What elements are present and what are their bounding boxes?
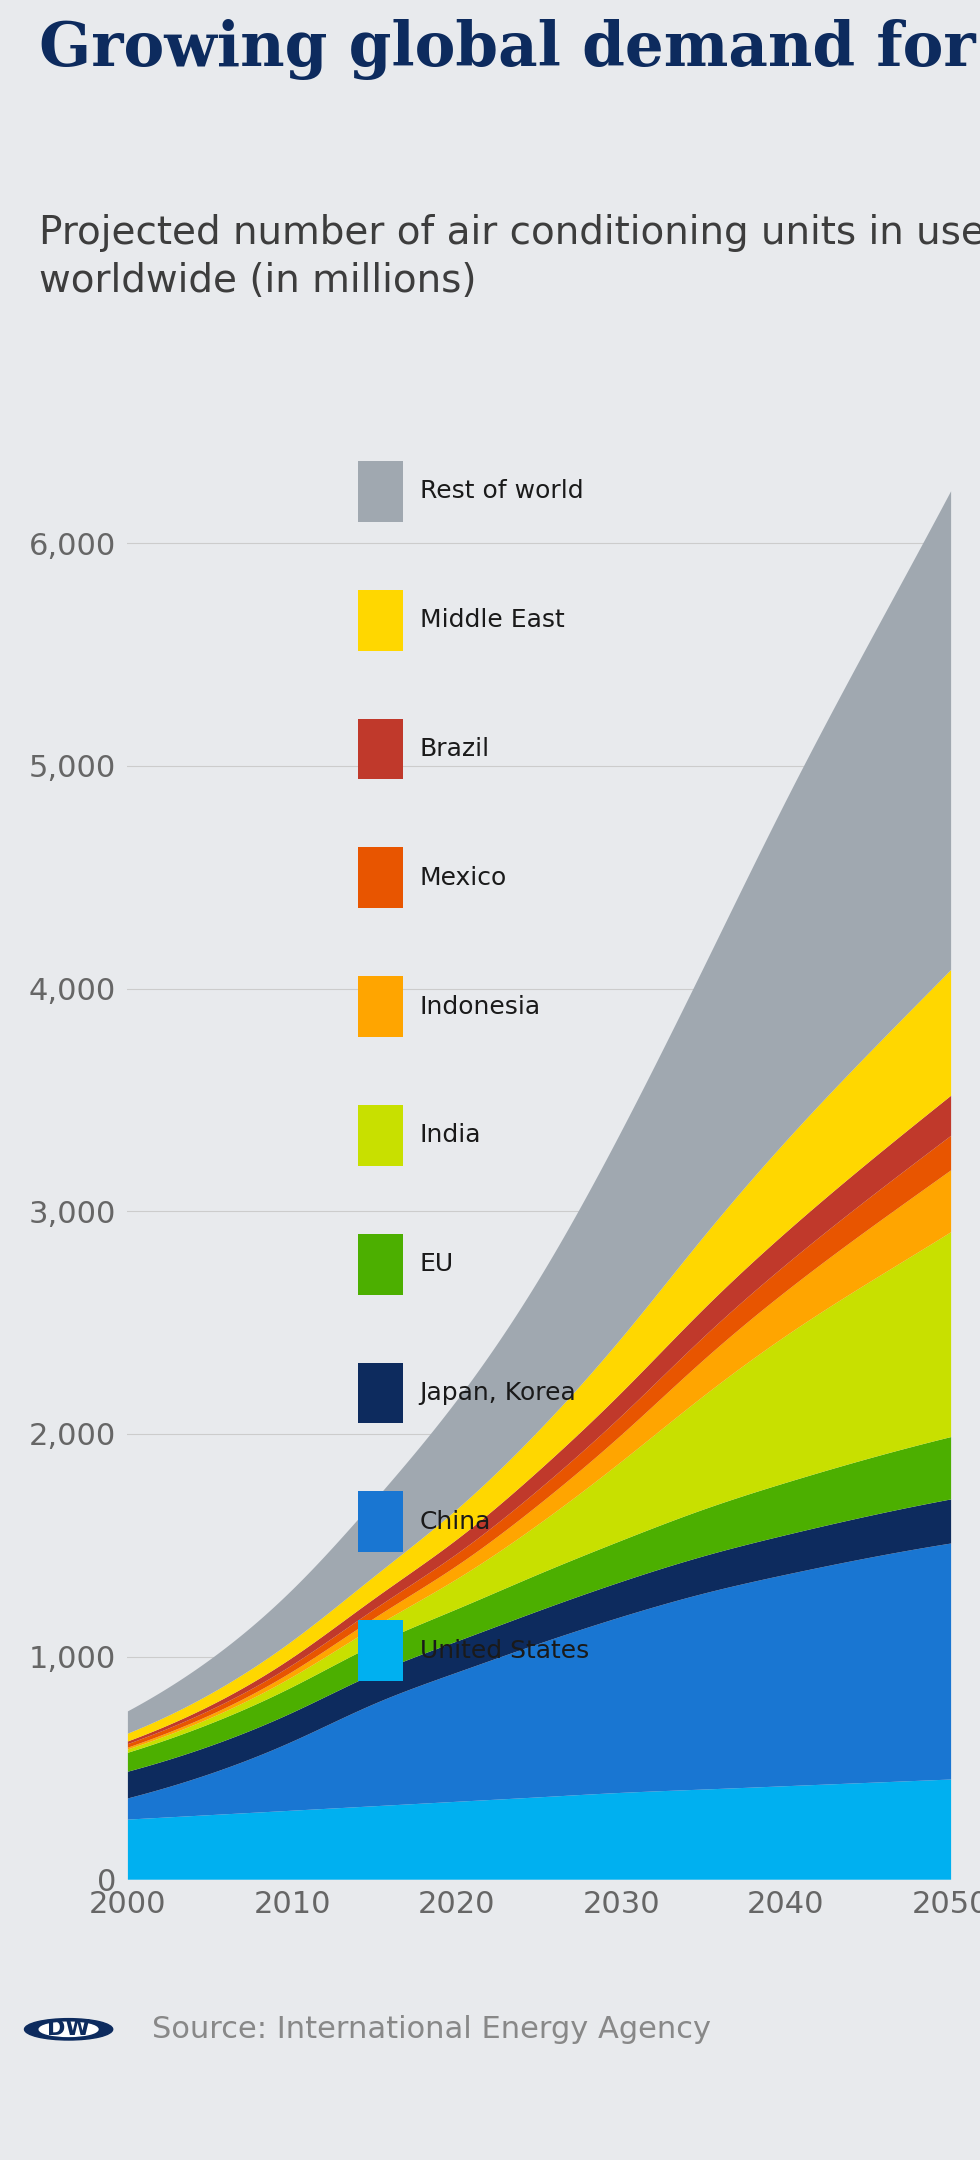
Text: United States: United States: [419, 1639, 589, 1663]
Bar: [358, 976, 403, 1037]
Bar: [358, 1490, 403, 1553]
Text: DW: DW: [47, 2020, 90, 2039]
Bar: [358, 847, 403, 907]
Text: Mexico: Mexico: [419, 866, 507, 890]
Bar: [358, 460, 403, 523]
Text: Projected number of air conditioning units in use
worldwide (in millions): Projected number of air conditioning uni…: [39, 214, 980, 300]
Text: Middle East: Middle East: [419, 609, 564, 633]
Circle shape: [39, 2022, 98, 2037]
Text: China: China: [419, 1510, 491, 1534]
Text: India: India: [419, 1123, 481, 1147]
Bar: [358, 1620, 403, 1680]
Text: Growing global demand for cooling: Growing global demand for cooling: [39, 19, 980, 80]
Text: Japan, Korea: Japan, Korea: [419, 1380, 576, 1404]
Text: Source: International Energy Agency: Source: International Energy Agency: [152, 2015, 710, 2043]
Text: Rest of world: Rest of world: [419, 480, 583, 503]
Text: Indonesia: Indonesia: [419, 994, 541, 1020]
Bar: [358, 1233, 403, 1294]
Bar: [358, 719, 403, 780]
Text: Brazil: Brazil: [419, 737, 490, 760]
Circle shape: [24, 2020, 113, 2039]
Bar: [358, 1106, 403, 1166]
Bar: [358, 590, 403, 650]
Bar: [358, 1363, 403, 1423]
Text: EU: EU: [419, 1253, 454, 1277]
